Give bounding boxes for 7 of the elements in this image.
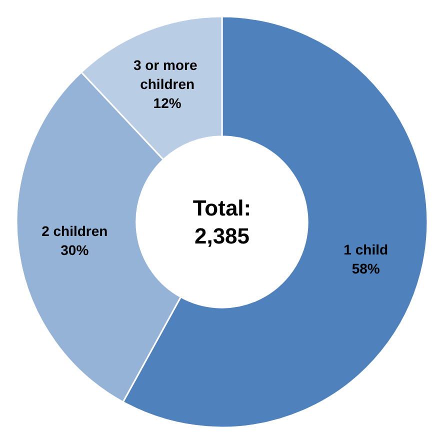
text: Total: 2,385 — [192, 196, 252, 248]
slice-label: 1 child — [344, 241, 388, 258]
slice-label: 3 or more children — [133, 56, 202, 92]
slice-label: 2 children — [42, 223, 108, 240]
data-label: 30% — [60, 242, 90, 258]
data-label: 12% — [153, 94, 182, 111]
data-label: 58% — [352, 260, 380, 276]
